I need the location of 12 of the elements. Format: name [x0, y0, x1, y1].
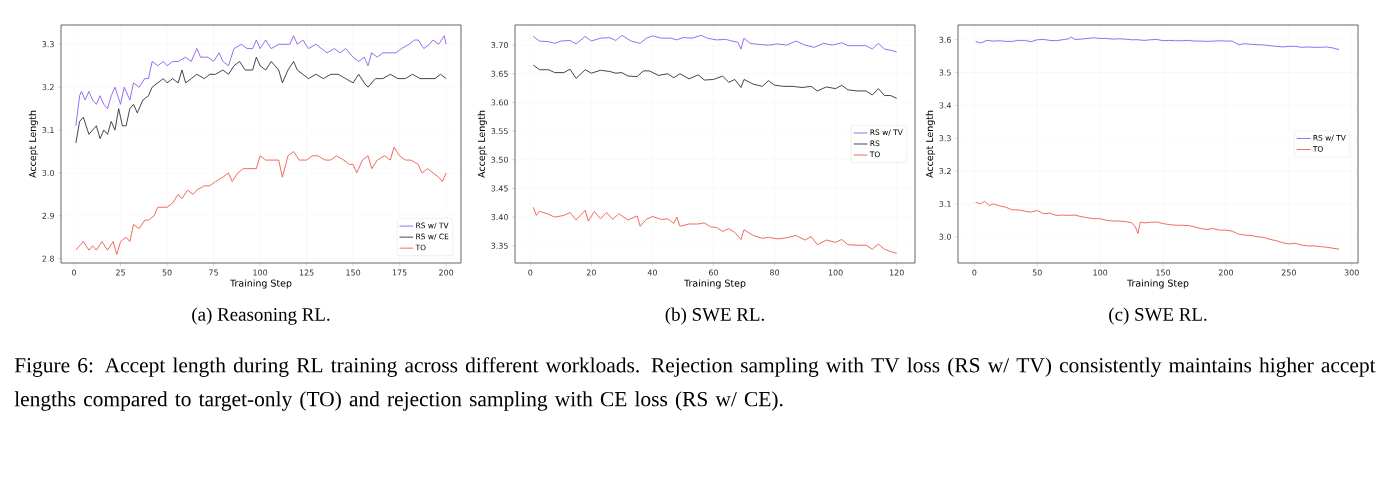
x-axis-title: Training Step — [684, 279, 746, 289]
caption: Figure 6: Accept length during RL training across different workloads. Rejection sampling with TV loss (RS w/ TV) consistently maintains higher accept lengths compared to target-only (TO) and rejection sampling with CE loss (RS w/ CE). — [14, 357, 1376, 411]
x-axis-title: Training Step — [1127, 279, 1189, 289]
y-axis-title: Accept Length — [925, 110, 935, 178]
line-series — [532, 206, 898, 254]
y-axis-title: Accept Length — [28, 110, 38, 178]
y-axis-title: Accept Length — [477, 110, 487, 178]
x-axis-title: Training Step — [230, 279, 292, 289]
line-series — [532, 64, 898, 99]
text: (b) SWE RL. — [665, 307, 764, 325]
text: (c) SWE RL. — [1109, 307, 1207, 325]
text: (a) Reasoning RL. — [192, 307, 330, 325]
